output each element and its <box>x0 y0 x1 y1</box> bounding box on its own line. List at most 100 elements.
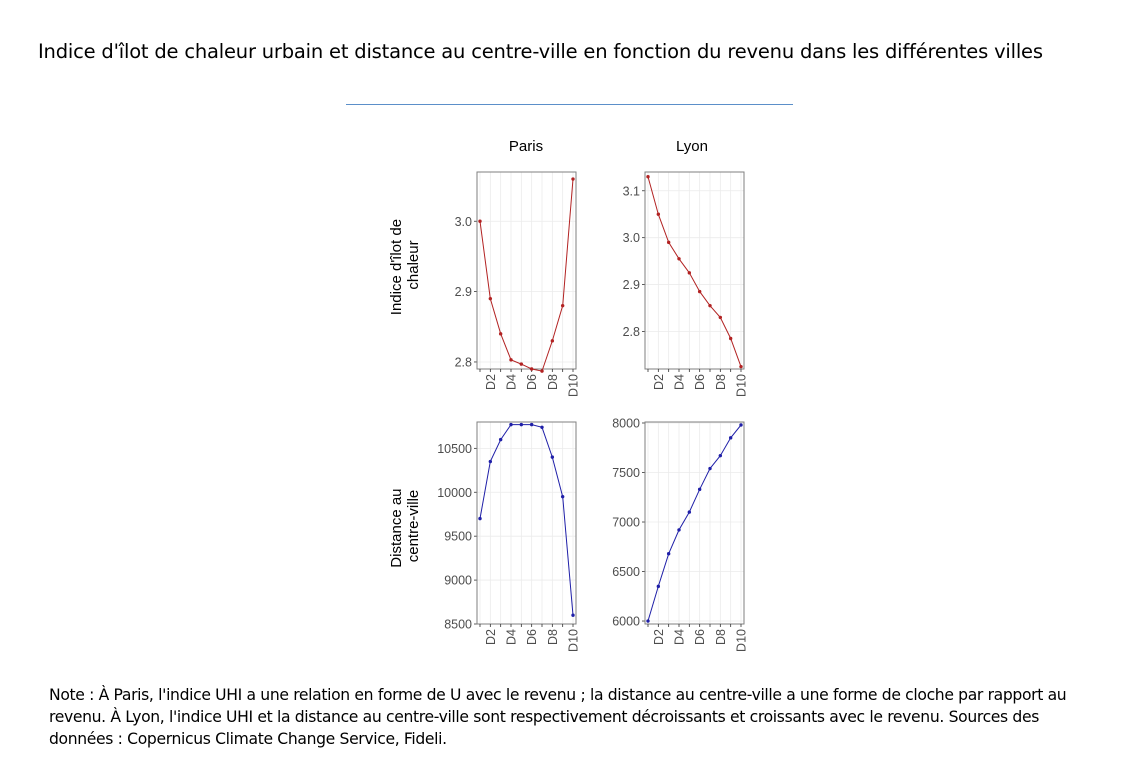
x-tick-label: D6 <box>693 629 707 645</box>
data-point <box>646 619 650 623</box>
data-point <box>697 289 702 294</box>
data-point <box>728 336 733 341</box>
facet-label-lyon: Lyon <box>676 138 708 155</box>
y-tick-label: 2.8 <box>455 355 472 369</box>
data-point <box>646 174 650 179</box>
data-point <box>666 551 671 556</box>
data-point <box>529 367 534 371</box>
panel-border <box>476 421 577 625</box>
y-tick-label: 10500 <box>437 442 472 456</box>
data-point <box>560 303 565 308</box>
x-tick-label: D2 <box>484 374 498 390</box>
panel-paris-uhi: 2.8 2.9 3.0 D2 D4 D6 D8 D10 <box>455 171 581 397</box>
y-tick-label: 9000 <box>444 574 472 588</box>
data-point <box>488 296 493 301</box>
y-tick-label: 6000 <box>612 615 640 629</box>
row-label-uhi-line1: Indice d'îlot de <box>388 219 405 315</box>
panel-paris-distance: 8500 9000 9500 10000 10500 D2 D4 D6 D8 D10 <box>437 421 581 652</box>
x-tick-label: D2 <box>652 374 666 390</box>
x-tick-label: D4 <box>505 374 519 390</box>
x-tick-label: D8 <box>546 374 560 390</box>
x-tick-label: D8 <box>714 629 728 645</box>
data-point <box>571 177 575 181</box>
x-tick-label: D2 <box>484 629 498 645</box>
row-label-uhi-line2: chaleur <box>405 240 422 289</box>
data-point <box>656 212 661 216</box>
data-point <box>560 494 565 499</box>
data-point <box>540 425 544 429</box>
x-tick-label: D8 <box>546 629 560 645</box>
x-tick-label: D6 <box>525 629 539 645</box>
chart-title: Indice d'îlot de chaleur urbain et dista… <box>38 40 1043 63</box>
y-tick-label: 9500 <box>444 530 472 544</box>
chart-panels: 2.8 2.9 3.0 D2 D4 D6 D8 D10 2.8 2.9 3.0 3.1 D2 D4 D6 D8… <box>437 171 749 652</box>
x-tick-label: D10 <box>567 374 581 397</box>
panel-border <box>644 171 745 370</box>
x-tick-label: D10 <box>735 629 749 652</box>
data-point <box>708 466 712 471</box>
data-point <box>550 339 555 343</box>
data-point <box>529 422 534 427</box>
facet-label-paris: Paris <box>509 138 543 155</box>
x-tick-label: D4 <box>673 629 687 645</box>
faceted-line-chart: Paris Lyon Indice d'îlot de chaleur Dist… <box>388 138 749 652</box>
y-tick-label: 3.0 <box>623 231 640 245</box>
data-point <box>739 364 743 369</box>
panel-background <box>477 422 576 624</box>
panel-background <box>477 172 576 369</box>
y-tick-label: 6500 <box>612 565 640 579</box>
data-point <box>677 257 681 261</box>
y-tick-label: 7500 <box>612 466 640 480</box>
x-tick-label: D10 <box>735 374 749 397</box>
data-point <box>498 332 503 336</box>
data-point <box>519 422 524 427</box>
row-label-distance-line2: centre-ville <box>405 490 422 563</box>
y-tick-label: 8000 <box>612 416 640 430</box>
panel-border <box>476 171 577 370</box>
data-point <box>728 436 733 440</box>
data-point <box>687 510 692 514</box>
data-point <box>509 422 513 427</box>
data-point <box>718 315 723 320</box>
data-point <box>498 437 503 442</box>
figure-note: Note : À Paris, l'indice UHI a une relat… <box>49 686 1067 748</box>
y-tick-label: 8500 <box>444 618 472 632</box>
data-point <box>687 271 692 275</box>
panel-background <box>645 172 744 369</box>
data-point <box>519 362 524 366</box>
series-line <box>479 424 574 616</box>
y-tick-label: 3.1 <box>623 184 640 198</box>
x-tick-label: D8 <box>714 374 728 390</box>
y-tick-label: 2.9 <box>455 285 472 299</box>
row-label-uhi: Indice d'îlot de chaleur <box>388 215 422 315</box>
panel-lyon-distance: 6000 6500 7000 7500 8000 D2 D4 D6 D8 D10 <box>612 416 748 651</box>
x-tick-label: D10 <box>567 629 581 652</box>
x-tick-label: D6 <box>525 374 539 390</box>
panel-lyon-uhi: 2.8 2.9 3.0 3.1 D2 D4 D6 D8 D10 <box>623 171 749 397</box>
x-tick-label: D4 <box>505 629 519 645</box>
data-point <box>708 303 712 308</box>
panel-border <box>644 421 745 625</box>
y-tick-label: 7000 <box>612 516 640 530</box>
series-line <box>647 424 742 622</box>
panel-background <box>645 422 744 624</box>
row-label-distance-line1: Distance au <box>388 488 405 567</box>
series-line <box>647 176 742 367</box>
data-point <box>509 358 513 362</box>
data-point <box>677 528 681 532</box>
x-tick-label: D2 <box>652 629 666 645</box>
data-point <box>697 487 702 492</box>
title-divider <box>346 104 793 105</box>
data-point <box>488 459 493 464</box>
data-point <box>739 423 743 427</box>
data-point <box>666 240 671 245</box>
row-label-distance: Distance au centre-ville <box>388 484 422 567</box>
y-tick-label: 2.9 <box>623 278 640 292</box>
data-point <box>478 219 482 223</box>
x-tick-label: D6 <box>693 374 707 390</box>
data-point <box>478 516 482 521</box>
y-tick-label: 10000 <box>437 486 472 500</box>
data-point <box>718 453 723 458</box>
data-point <box>656 584 661 589</box>
series-line <box>479 178 574 372</box>
